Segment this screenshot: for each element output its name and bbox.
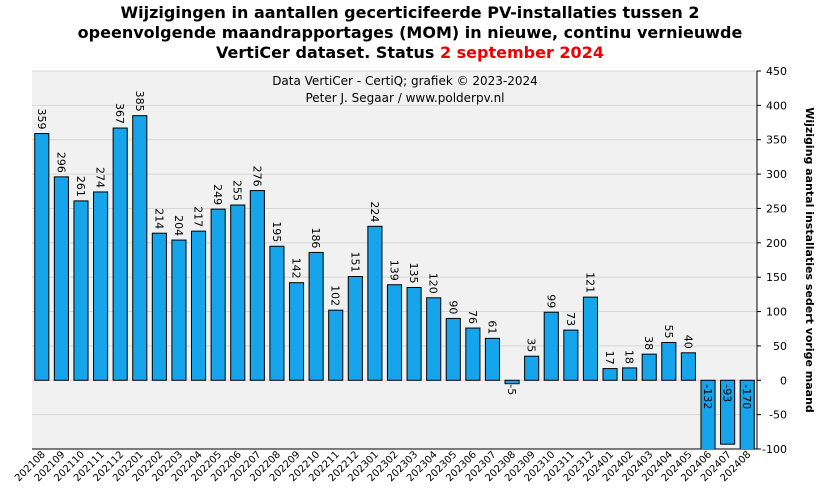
bar xyxy=(93,191,109,381)
data-label: 135 xyxy=(407,262,420,283)
bar xyxy=(582,296,599,381)
y-axis-label: Wijziging aantal installaties sedert vor… xyxy=(803,107,816,413)
data-label: -132 xyxy=(701,384,714,409)
data-label: 217 xyxy=(192,206,205,227)
data-label: 142 xyxy=(290,258,303,279)
bar xyxy=(602,368,618,381)
bar xyxy=(504,379,520,385)
data-label: 296 xyxy=(54,152,67,173)
annotation: Peter J. Segaar / www.polderpv.nl xyxy=(305,91,504,105)
chart-title: VertiCer dataset. Status xyxy=(216,43,440,62)
y-tick-label: 200 xyxy=(766,237,787,250)
bar xyxy=(386,284,403,381)
data-label: 186 xyxy=(309,227,322,248)
data-label: 40 xyxy=(681,335,694,349)
bar xyxy=(230,204,246,381)
data-label: 274 xyxy=(94,167,107,188)
y-tick-label: 250 xyxy=(766,202,787,215)
data-label: 99 xyxy=(544,294,557,308)
data-label: 249 xyxy=(211,184,224,205)
bar xyxy=(191,230,207,381)
data-label: -170 xyxy=(740,384,753,409)
data-label: 261 xyxy=(74,176,87,197)
bar xyxy=(288,282,305,381)
y-tick-label: 400 xyxy=(766,99,787,112)
data-label: 121 xyxy=(583,272,596,293)
bar xyxy=(700,379,716,449)
y-tick-label: 100 xyxy=(766,306,787,319)
y-tick-label: 450 xyxy=(766,65,787,78)
bar xyxy=(347,275,363,381)
data-label: 151 xyxy=(348,251,361,272)
chart-title: VertiCer dataset. Status 2 september 202… xyxy=(216,43,604,62)
bar xyxy=(465,327,481,381)
bar xyxy=(720,379,736,445)
data-label: 55 xyxy=(662,324,675,338)
bar xyxy=(151,232,167,381)
y-tick-label: 50 xyxy=(773,340,787,353)
data-label: 120 xyxy=(427,273,440,294)
chart-title: opeenvolgende maandrapportages (MOM) in … xyxy=(78,23,743,42)
data-label: 255 xyxy=(231,180,244,201)
bar xyxy=(34,133,50,381)
bar xyxy=(112,127,128,381)
data-label: 276 xyxy=(250,166,263,187)
data-label: 385 xyxy=(133,91,146,112)
y-tick-label: 150 xyxy=(766,271,787,284)
data-label: 224 xyxy=(368,201,381,222)
bar xyxy=(406,286,422,381)
bar xyxy=(210,208,226,381)
bar xyxy=(308,251,324,381)
data-label: 139 xyxy=(388,260,401,281)
data-label: 73 xyxy=(564,312,577,326)
data-label: 17 xyxy=(603,351,616,365)
y-tick-label: 0 xyxy=(780,374,787,387)
data-label: 76 xyxy=(466,310,479,324)
bar xyxy=(171,239,187,381)
bar xyxy=(524,355,540,381)
bar xyxy=(484,337,501,381)
bar xyxy=(445,317,461,381)
bar xyxy=(269,245,285,381)
data-label: 35 xyxy=(525,338,538,352)
bar xyxy=(641,353,657,381)
bar xyxy=(739,379,755,449)
y-tick-label: 350 xyxy=(766,134,787,147)
data-label: 102 xyxy=(329,285,342,306)
data-label: 359 xyxy=(35,109,48,130)
bar xyxy=(367,225,383,381)
y-tick-label: -50 xyxy=(769,409,787,422)
data-label: -5 xyxy=(505,384,518,395)
bar xyxy=(426,297,442,381)
data-label: 61 xyxy=(485,320,498,334)
y-tick-label: 300 xyxy=(766,168,787,181)
data-label: 38 xyxy=(642,336,655,350)
bar xyxy=(661,341,677,381)
bar xyxy=(543,311,559,381)
bar xyxy=(73,200,89,381)
annotation: Data VertiCer - CertiQ; grafiek © 2023-2… xyxy=(272,74,538,88)
y-tick-label: -100 xyxy=(762,443,787,456)
bar xyxy=(563,329,579,381)
bar xyxy=(328,309,344,381)
bar xyxy=(249,190,265,381)
chart-title: Wijzigingen in aantallen gecerticifeerde… xyxy=(120,3,699,22)
data-label: 214 xyxy=(152,208,165,229)
bar xyxy=(680,352,696,381)
bar xyxy=(132,115,148,381)
data-label: 204 xyxy=(172,215,185,236)
data-label: -93 xyxy=(721,384,734,402)
data-label: 18 xyxy=(623,350,636,364)
bar xyxy=(622,367,638,381)
chart-title-date: 2 september 2024 xyxy=(440,43,604,62)
bar xyxy=(53,176,69,381)
data-label: 90 xyxy=(446,300,459,314)
data-label: 367 xyxy=(113,103,126,124)
data-label: 195 xyxy=(270,221,283,242)
